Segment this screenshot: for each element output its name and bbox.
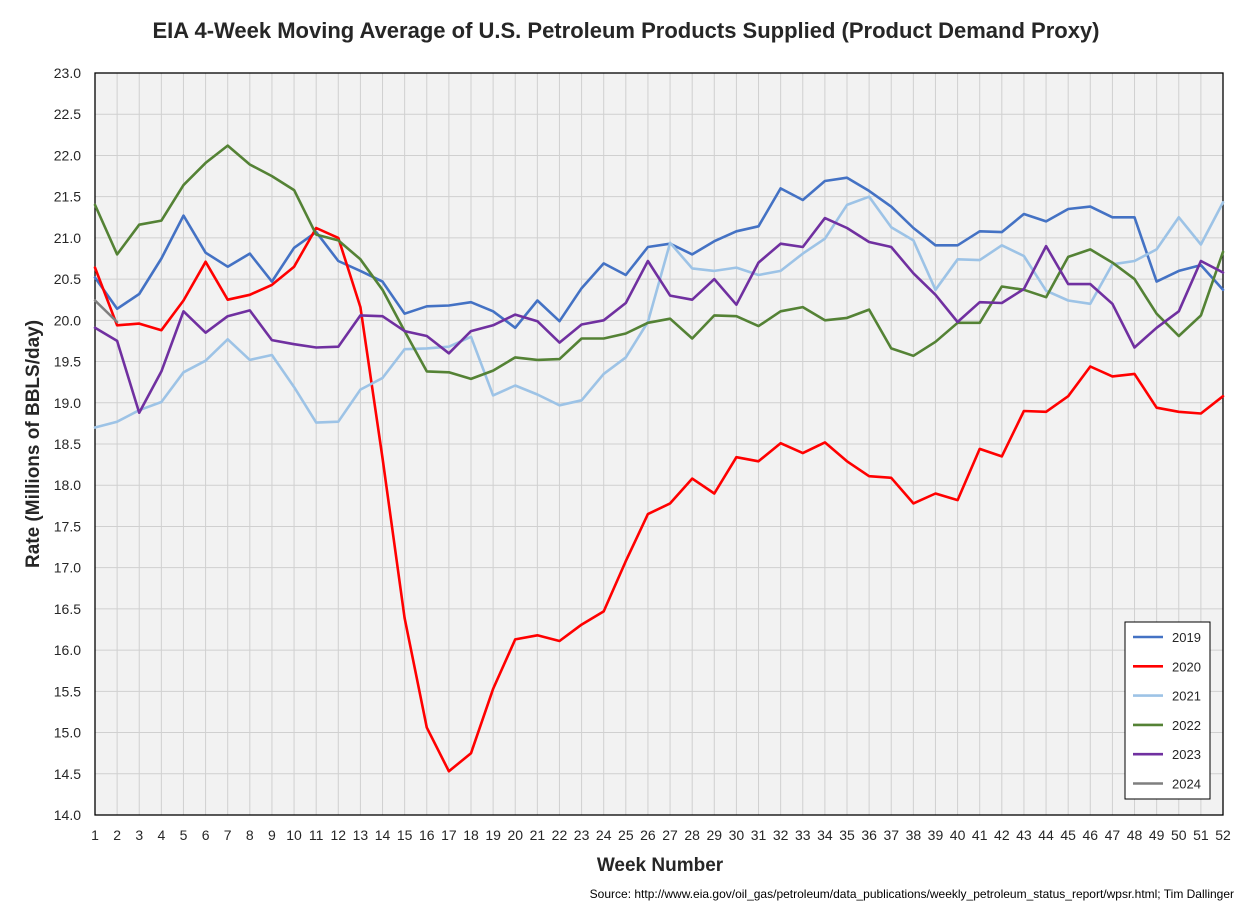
- y-tick-label: 21.0: [54, 230, 81, 246]
- x-tick-label: 27: [662, 827, 678, 843]
- x-tick-label: 18: [463, 827, 479, 843]
- x-tick-label: 50: [1171, 827, 1187, 843]
- x-tick-label: 16: [419, 827, 435, 843]
- x-tick-label: 3: [135, 827, 143, 843]
- x-tick-label: 26: [640, 827, 656, 843]
- x-tick-label: 9: [268, 827, 276, 843]
- x-tick-label: 32: [773, 827, 789, 843]
- x-tick-label: 43: [1016, 827, 1032, 843]
- x-tick-label: 45: [1060, 827, 1076, 843]
- x-tick-label: 42: [994, 827, 1010, 843]
- y-axis-title: Rate (Millions of BBLS/day): [23, 320, 44, 568]
- x-tick-label: 37: [883, 827, 899, 843]
- x-tick-label: 24: [596, 827, 612, 843]
- x-tick-label: 21: [530, 827, 546, 843]
- y-tick-label: 22.0: [54, 147, 81, 163]
- y-tick-label: 20.5: [54, 271, 81, 287]
- y-tick-label: 16.0: [54, 642, 81, 658]
- legend-label-2024: 2024: [1172, 777, 1201, 792]
- x-tick-label: 12: [331, 827, 347, 843]
- series-line-2022: [93, 144, 1225, 381]
- series-line-2021: [93, 195, 1225, 429]
- legend-label-2021: 2021: [1172, 689, 1201, 704]
- y-tick-label: 17.0: [54, 560, 81, 576]
- x-tick-label: 19: [485, 827, 501, 843]
- x-tick-label: 46: [1083, 827, 1099, 843]
- x-tick-label: 48: [1127, 827, 1143, 843]
- x-tick-label: 40: [950, 827, 966, 843]
- y-tick-label: 19.5: [54, 354, 81, 370]
- x-tick-label: 20: [507, 827, 523, 843]
- series-lines: [93, 144, 1225, 773]
- legend: 2019 2020 2021 2022 2023 2024: [1124, 621, 1211, 800]
- x-tick-label: 38: [906, 827, 922, 843]
- x-tick-label: 22: [552, 827, 568, 843]
- y-tick-label: 14.5: [54, 766, 81, 782]
- x-axis-title: Week Number: [597, 855, 724, 876]
- x-tick-label: 11: [309, 827, 324, 843]
- x-tick-label: 17: [441, 827, 457, 843]
- x-tick-label: 44: [1038, 827, 1054, 843]
- x-tick-label: 10: [286, 827, 302, 843]
- series-line-2019: [93, 176, 1225, 330]
- chart-title: EIA 4-Week Moving Average of U.S. Petrol…: [153, 18, 1100, 43]
- x-tick-label: 15: [397, 827, 413, 843]
- x-tick-label: 41: [972, 827, 988, 843]
- y-tick-label: 15.5: [54, 683, 81, 699]
- x-tick-label: 4: [157, 827, 165, 843]
- x-tick-label: 35: [839, 827, 855, 843]
- y-tick-label: 22.5: [54, 106, 81, 122]
- legend-box: [1124, 621, 1211, 800]
- x-tick-label: 23: [574, 827, 590, 843]
- x-tick-label: 47: [1105, 827, 1121, 843]
- x-tick-label: 2: [113, 827, 121, 843]
- y-tick-label: 18.5: [54, 436, 81, 452]
- legend-label-2023: 2023: [1172, 747, 1201, 762]
- y-tick-label: 18.0: [54, 477, 81, 493]
- x-tick-label: 33: [795, 827, 811, 843]
- y-tick-label: 15.0: [54, 725, 81, 741]
- x-tick-label: 7: [224, 827, 232, 843]
- x-tick-label: 31: [751, 827, 767, 843]
- x-tick-label: 6: [202, 827, 210, 843]
- y-tick-label: 21.5: [54, 189, 81, 205]
- x-tick-label: 36: [861, 827, 877, 843]
- x-tick-label: 25: [618, 827, 634, 843]
- plot-border: [94, 72, 1224, 816]
- legend-label-2022: 2022: [1172, 718, 1201, 733]
- source-note: Source: http://www.eia.gov/oil_gas/petro…: [590, 887, 1234, 901]
- y-tick-label: 17.5: [54, 518, 81, 534]
- y-tick-label: 14.0: [54, 807, 81, 823]
- x-tick-label: 1: [91, 827, 99, 843]
- x-tick-label: 51: [1193, 827, 1209, 843]
- x-tick-label: 29: [707, 827, 723, 843]
- x-tick-label: 13: [353, 827, 369, 843]
- x-tick-label: 34: [817, 827, 833, 843]
- x-tick-label: 28: [684, 827, 700, 843]
- y-axis-ticks: 14.0 14.5 15.0 15.5 16.0 16.5 17.0 17.5 18.0 18.5…: [54, 65, 81, 823]
- series-line-2023: [93, 216, 1225, 415]
- x-tick-label: 49: [1149, 827, 1165, 843]
- series-line-2024: [93, 299, 119, 324]
- x-tick-label: 39: [928, 827, 944, 843]
- y-tick-label: 19.0: [54, 395, 81, 411]
- series-line-2020: [93, 226, 1225, 773]
- legend-label-2019: 2019: [1172, 630, 1201, 645]
- x-tick-label: 8: [246, 827, 254, 843]
- y-tick-label: 16.5: [54, 601, 81, 617]
- x-tick-label: 30: [729, 827, 745, 843]
- y-tick-label: 23.0: [54, 65, 81, 81]
- y-tick-label: 20.0: [54, 312, 81, 328]
- x-tick-label: 52: [1215, 827, 1231, 843]
- legend-label-2020: 2020: [1172, 659, 1201, 674]
- x-axis-ticks: 1 2 3 4 5 6 7 8 9 10 11 12 13 14 15 16 17 18 19 20 21 22 23 24 2…: [91, 827, 1231, 843]
- x-tick-label: 14: [375, 827, 391, 843]
- x-tick-label: 5: [180, 827, 188, 843]
